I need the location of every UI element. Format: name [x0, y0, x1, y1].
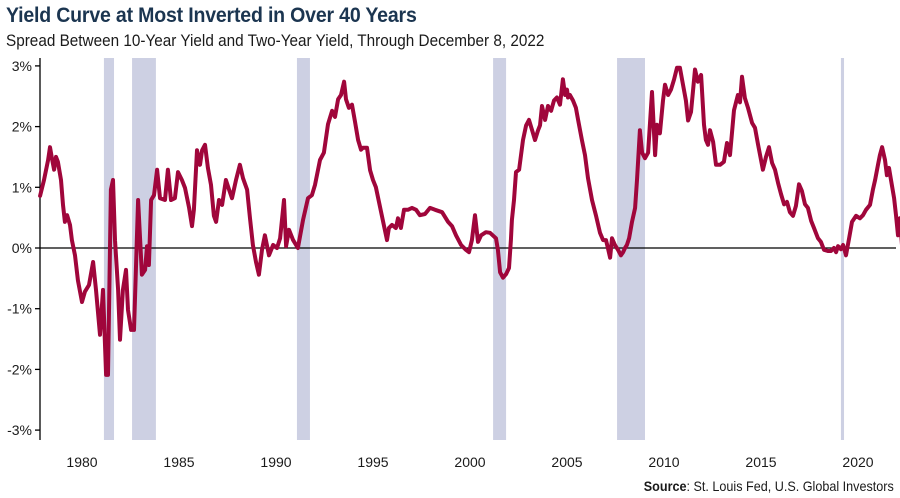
- ticks-group: 3% 2% 1% 0% -1% -2% -3% 1980 1985 1990 1995 2000 200…: [7, 58, 874, 470]
- x-tick-label: 2000: [454, 454, 485, 470]
- y-tick-label: -1%: [7, 301, 32, 317]
- source-label: Source: [643, 478, 687, 494]
- y-tick-label: 0%: [12, 240, 32, 256]
- x-tick-label: 2005: [551, 454, 582, 470]
- series-line-0: [38, 65, 900, 377]
- series-group: [38, 65, 900, 377]
- x-tick-label: 1980: [66, 454, 97, 470]
- chart-title: Yield Curve at Most Inverted in Over 40 …: [6, 4, 417, 27]
- recession-shade-4: [617, 58, 645, 440]
- x-tick-label: 1995: [357, 454, 388, 470]
- recession-shade-2: [296, 58, 310, 440]
- source-text: : St. Louis Fed, U.S. Global Investors: [686, 478, 894, 494]
- y-tick-label: 1%: [12, 179, 32, 195]
- chart-subtitle: Spread Between 10-Year Yield and Two-Yea…: [6, 31, 545, 50]
- y-tick-label: 2%: [12, 119, 32, 135]
- source-note: Source: St. Louis Fed, U.S. Global Inves…: [644, 478, 894, 494]
- y-tick-label: -3%: [7, 422, 32, 438]
- x-tick-label: 1985: [163, 454, 194, 470]
- recession-shade-1: [132, 58, 156, 440]
- y-tick-label: 3%: [12, 58, 32, 74]
- x-tick-label: 1990: [260, 454, 291, 470]
- x-tick-label: 2020: [842, 454, 873, 470]
- x-tick-label: 2010: [648, 454, 679, 470]
- x-tick-label: 2015: [745, 454, 776, 470]
- y-tick-label: -2%: [7, 361, 32, 377]
